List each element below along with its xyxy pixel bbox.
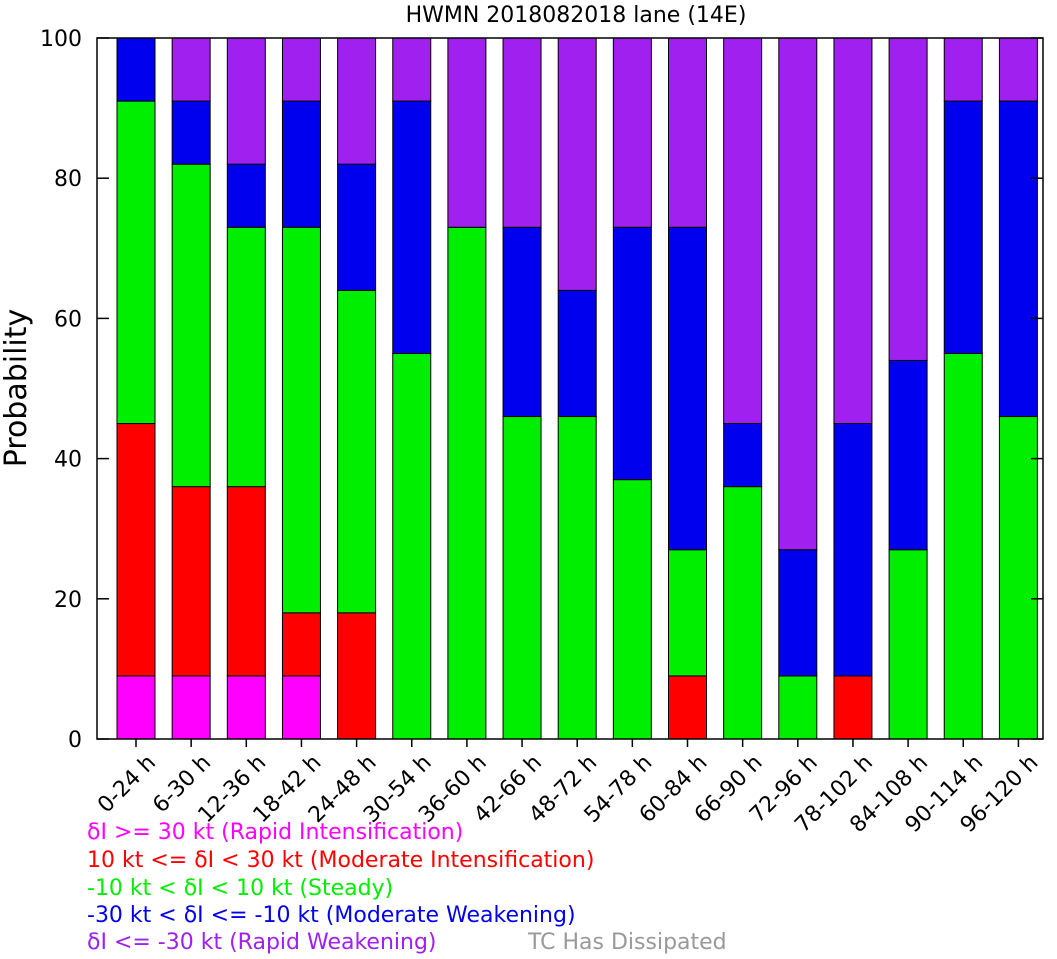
bar-segment-3-3 xyxy=(281,100,321,228)
bar-segment-2-7 xyxy=(502,416,542,740)
bar-segment-3-12 xyxy=(778,549,818,677)
bar-segment-4-2 xyxy=(226,37,266,165)
bar-segment-1-1 xyxy=(171,486,211,677)
bar-segment-3-2 xyxy=(226,163,266,228)
plot-frame xyxy=(96,37,1044,740)
bar-segment-3-9 xyxy=(612,226,652,481)
bar-segment-2-8 xyxy=(557,416,597,740)
bar-segment-0-2 xyxy=(226,675,266,740)
bar-segment-3-10 xyxy=(668,226,707,551)
y-axis-label: Probability xyxy=(0,309,34,468)
y-tick-label-2: 40 xyxy=(54,448,82,473)
bar-segment-2-4 xyxy=(337,289,377,614)
legend-steady: -10 kt < δI < 10 kt (Steady) xyxy=(87,876,394,901)
legend-rapid-weakening: δI <= -30 kt (Rapid Weakening) xyxy=(87,930,437,955)
bar-segment-4-1 xyxy=(171,37,211,102)
y-ticks: 0 20 40 60 80 100 xyxy=(40,27,1043,753)
bar-segment-2-2 xyxy=(226,226,266,488)
bar-segment-0-0 xyxy=(116,675,156,740)
legend-moderate-weakening: -30 kt < δI <= -10 kt (Moderate Weakenin… xyxy=(87,903,576,928)
bar-segment-4-11 xyxy=(723,37,763,425)
bar-segment-3-16 xyxy=(998,100,1038,418)
bar-segment-3-1 xyxy=(171,100,211,165)
bar-segment-2-1 xyxy=(171,163,211,488)
bar-segment-2-15 xyxy=(943,352,983,740)
bar-segment-3-8 xyxy=(557,289,597,418)
y-tick-label-4: 80 xyxy=(54,167,82,192)
legend-moderate-intensification: 10 kt <= δI < 30 kt (Moderate Intensific… xyxy=(87,848,595,873)
y-tick-label-5: 100 xyxy=(40,27,82,52)
bar-segment-4-5 xyxy=(392,37,432,102)
bar-segment-1-10 xyxy=(668,675,707,740)
bar-segment-1-0 xyxy=(116,423,156,677)
y-tick-label-3: 60 xyxy=(54,307,82,332)
y-tick-label-1: 20 xyxy=(54,588,82,613)
bar-segment-3-11 xyxy=(723,423,763,488)
bar-segment-2-16 xyxy=(998,416,1038,740)
bar-segment-4-10 xyxy=(668,37,707,228)
bar-segment-4-12 xyxy=(778,37,818,551)
bar-segment-2-10 xyxy=(668,549,707,677)
bar-segment-4-4 xyxy=(337,37,377,165)
bar-segment-3-0 xyxy=(116,37,156,102)
bar-segment-4-15 xyxy=(943,37,983,102)
bar-segment-1-4 xyxy=(337,612,377,740)
bar-segment-3-5 xyxy=(392,100,432,354)
y-tick-label-0: 0 xyxy=(68,728,82,753)
bar-segment-3-4 xyxy=(337,163,377,291)
bar-segment-4-9 xyxy=(612,37,652,228)
bar-segment-4-14 xyxy=(888,37,928,361)
bar-segment-4-13 xyxy=(833,37,873,425)
bar-segment-2-9 xyxy=(612,479,652,740)
bar-segment-3-7 xyxy=(502,226,542,418)
bar-segment-4-16 xyxy=(998,37,1038,102)
bar-segment-2-6 xyxy=(447,226,487,740)
bar-segment-1-13 xyxy=(833,675,873,740)
bar-segment-0-1 xyxy=(171,675,211,740)
legend-tc-dissipated: TC Has Dissipated xyxy=(528,930,727,955)
bar-segment-4-3 xyxy=(281,37,321,102)
bar-segment-1-3 xyxy=(281,612,321,677)
bar-segment-4-6 xyxy=(447,37,487,228)
bar-segment-3-15 xyxy=(943,100,983,354)
bar-segment-0-3 xyxy=(281,675,321,740)
bar-segment-2-12 xyxy=(778,675,818,740)
bar-segment-3-14 xyxy=(888,359,928,551)
bar-segment-4-8 xyxy=(557,37,597,291)
bar-segment-2-5 xyxy=(392,352,432,740)
legend-rapid-intensification: δI >= 30 kt (Rapid Intensification) xyxy=(87,820,464,845)
chart-title: HWMN 2018082018 lane (14E) xyxy=(406,3,747,28)
bar-segment-2-0 xyxy=(116,100,156,425)
bar-segment-2-14 xyxy=(888,549,928,740)
bar-segment-4-7 xyxy=(502,37,542,228)
bar-segment-3-13 xyxy=(833,423,873,677)
bar-segment-2-11 xyxy=(723,486,763,740)
bars-layer xyxy=(116,37,1038,740)
bar-segment-2-3 xyxy=(281,226,321,614)
bar-segment-1-2 xyxy=(226,486,266,677)
x-tick-label-0: 0-24 h xyxy=(93,750,161,818)
